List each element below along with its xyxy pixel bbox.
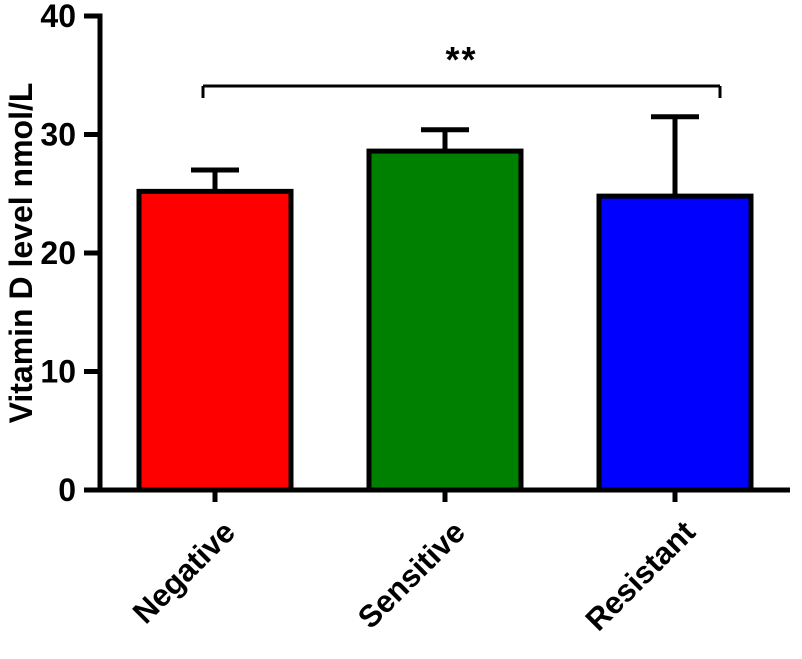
y-tick-label: 10 [40,354,76,390]
bar-sensitive [366,148,524,493]
x-tick-label-resistant: Resistant [579,514,702,637]
x-tick-label-sensitive: Sensitive [351,514,472,635]
y-axis-title: Vitamin D level nmol/L [3,83,39,424]
y-tick-label: 0 [58,472,76,508]
y-tick-label: 30 [40,117,76,153]
y-tick-label: 20 [40,235,76,271]
significance-label: ** [445,39,477,80]
y-tick-label: 40 [40,0,76,34]
bar-negative [136,188,294,493]
x-tick-label-negative: Negative [126,514,242,630]
bar-resistant [596,193,754,493]
